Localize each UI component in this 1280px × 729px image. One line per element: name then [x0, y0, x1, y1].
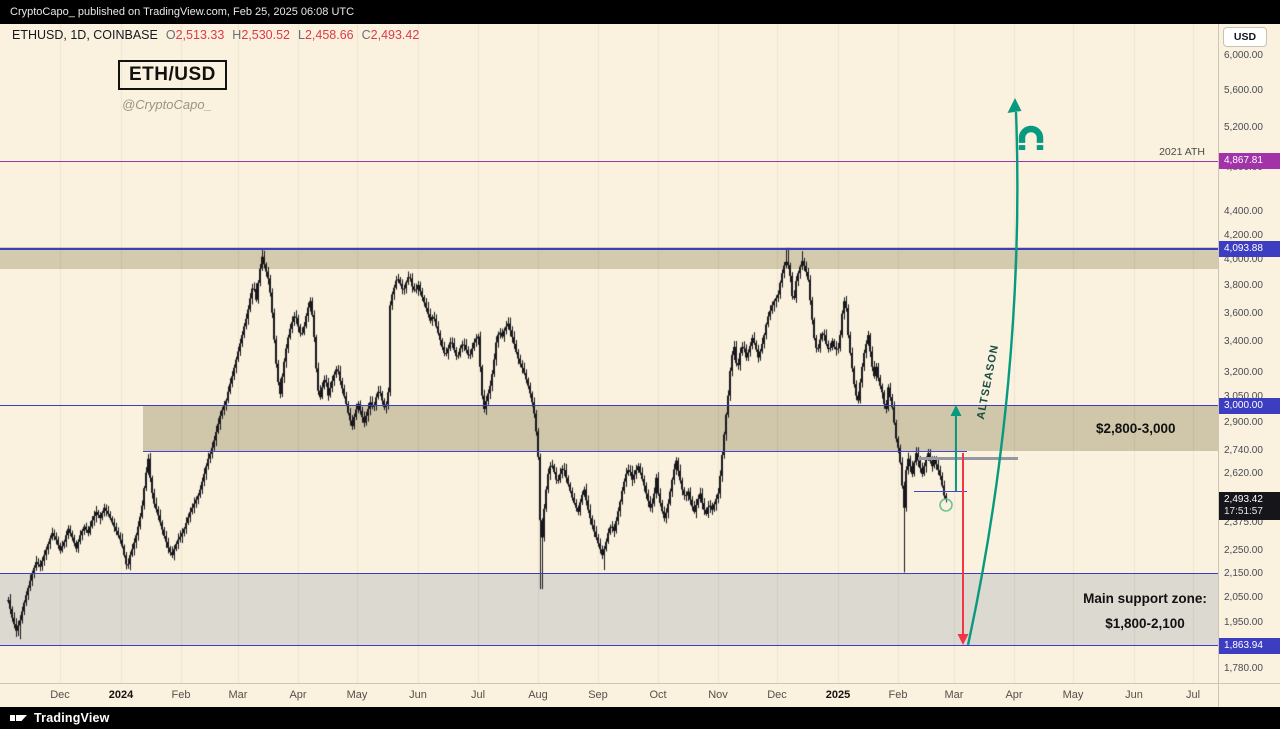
- price-tick: 3,200.00: [1224, 367, 1263, 379]
- resistance-price-label: 4,093.88: [1219, 240, 1280, 257]
- footer-brand[interactable]: TradingView: [34, 711, 110, 725]
- level-line-2530[interactable]: [914, 490, 967, 493]
- title-box[interactable]: ETH/USD: [118, 60, 227, 90]
- axis-corner: [1218, 683, 1280, 707]
- time-label: Aug: [528, 689, 548, 701]
- price-tick: 2,740.00: [1224, 445, 1263, 457]
- time-label: May: [346, 689, 368, 701]
- price-tick: 6,000.00: [1224, 49, 1263, 61]
- price-tick: 2,620.00: [1224, 467, 1263, 479]
- ath-line[interactable]: [0, 160, 1218, 163]
- support-bottom-line[interactable]: [0, 644, 1218, 647]
- currency-toggle[interactable]: USD: [1223, 27, 1267, 47]
- ohlc-open-value: 2,513.33: [175, 28, 225, 42]
- price-tick: 1,780.00: [1224, 662, 1263, 674]
- time-label: Mar: [944, 689, 964, 701]
- ohlc-close-value: 2,493.42: [370, 28, 420, 42]
- time-label: Apr: [289, 689, 307, 701]
- small-up-arrow[interactable]: [950, 405, 962, 491]
- attribution-text: CryptoCapo_ published on TradingView.com…: [10, 6, 355, 18]
- time-label: Oct: [649, 689, 667, 701]
- ohlc-high-label: H: [232, 28, 242, 42]
- tradingview-logo-icon[interactable]: [10, 711, 28, 725]
- time-label: 2024: [108, 689, 134, 701]
- symbol-header: ETHUSD, 1D, COINBASE O2,513.33 H2,530.52 L2…: [12, 28, 419, 42]
- price-tick: 5,200.00: [1224, 122, 1263, 134]
- support-zone-range: $1,800-2,100: [1105, 616, 1185, 631]
- time-label: 2025: [825, 689, 851, 701]
- magnet-icon[interactable]: [1018, 125, 1044, 150]
- price-tick: 4,000.00: [1224, 254, 1263, 266]
- mid-zone-label[interactable]: $2,800-3,000: [1096, 421, 1176, 436]
- time-axis[interactable]: Dec 2024 Feb Mar Apr May Jun Jul Aug Sep Oct Nov Dec…: [0, 683, 1218, 707]
- current-price-label: 2,493.42 17:51:57: [1219, 491, 1280, 520]
- time-label: Jul: [470, 689, 486, 701]
- breakdown-arrow[interactable]: [957, 453, 969, 645]
- support-zone-label[interactable]: Main support zone: $1,800-2,100: [1063, 586, 1227, 636]
- author-handle: @CryptoCapo_: [122, 97, 212, 112]
- ath-note[interactable]: 2021 ATH: [1159, 146, 1205, 158]
- time-label: Jul: [1185, 689, 1201, 701]
- time-label: May: [1062, 689, 1084, 701]
- price-tick: 4,400.00: [1224, 206, 1263, 218]
- price-tick: 2,375.00: [1224, 517, 1263, 529]
- price-tick: 2,900.00: [1224, 416, 1263, 428]
- price-tick: 3,800.00: [1224, 280, 1263, 292]
- ohlc-low-label: L: [297, 28, 305, 42]
- time-label: Dec: [767, 689, 787, 701]
- attribution-bar: CryptoCapo_ published on TradingView.com…: [0, 0, 1280, 24]
- ohlc-close-label: C: [361, 28, 371, 42]
- gray-level-line[interactable]: [918, 457, 1018, 460]
- price-tick: 4,200.00: [1224, 229, 1263, 241]
- time-label: Feb: [171, 689, 191, 701]
- support-zone-title: Main support zone:: [1083, 591, 1207, 606]
- price-tick: 1,950.00: [1224, 616, 1263, 628]
- price-tick: 3,400.00: [1224, 336, 1263, 348]
- support-top-line[interactable]: [0, 573, 1218, 575]
- time-label: Feb: [888, 689, 908, 701]
- time-label: Mar: [228, 689, 248, 701]
- price-axis[interactable]: USD 6,000.005,600.005,200.004,800.004,40…: [1218, 24, 1280, 683]
- time-label: Apr: [1005, 689, 1023, 701]
- ohlc-high-value: 2,530.52: [241, 28, 290, 42]
- symbol-title[interactable]: ETHUSD, 1D, COINBASE: [12, 28, 158, 42]
- time-label: Jun: [1125, 689, 1143, 701]
- time-label: Dec: [50, 689, 70, 701]
- ohlc-open-label: O: [165, 28, 176, 42]
- ohlc-low-value: 2,458.66: [304, 28, 354, 42]
- footer-bar: TradingView: [0, 707, 1280, 729]
- price-tick: 2,150.00: [1224, 567, 1263, 579]
- entry-circle-marker[interactable]: [939, 498, 953, 512]
- altseason-arrow[interactable]: [966, 98, 1022, 646]
- price-tick: 3,050.00: [1224, 391, 1263, 402]
- price-tick: 3,600.00: [1224, 307, 1263, 319]
- support-price-label: 1,863.94: [1219, 637, 1280, 654]
- price-tick: 2,050.00: [1224, 591, 1263, 603]
- level-3000-price-label: 3,000.00: [1219, 397, 1280, 414]
- resistance-line[interactable]: [0, 248, 1218, 250]
- time-label: Jun: [409, 689, 427, 701]
- ath-price-label: 4,867.81: [1219, 153, 1280, 170]
- time-label: Sep: [588, 689, 608, 701]
- drawings-overlay: [939, 98, 1044, 646]
- time-label: Nov: [708, 689, 728, 701]
- levels-layer: [0, 24, 1218, 683]
- chart-area[interactable]: ETHUSD, 1D, COINBASE O2,513.33 H2,530.52 L2…: [0, 24, 1218, 683]
- pivot-line-3000[interactable]: [0, 404, 1218, 407]
- level-line-2740[interactable]: [143, 450, 967, 452]
- price-tick: 5,600.00: [1224, 84, 1263, 96]
- price-tick: 2,250.00: [1224, 544, 1263, 556]
